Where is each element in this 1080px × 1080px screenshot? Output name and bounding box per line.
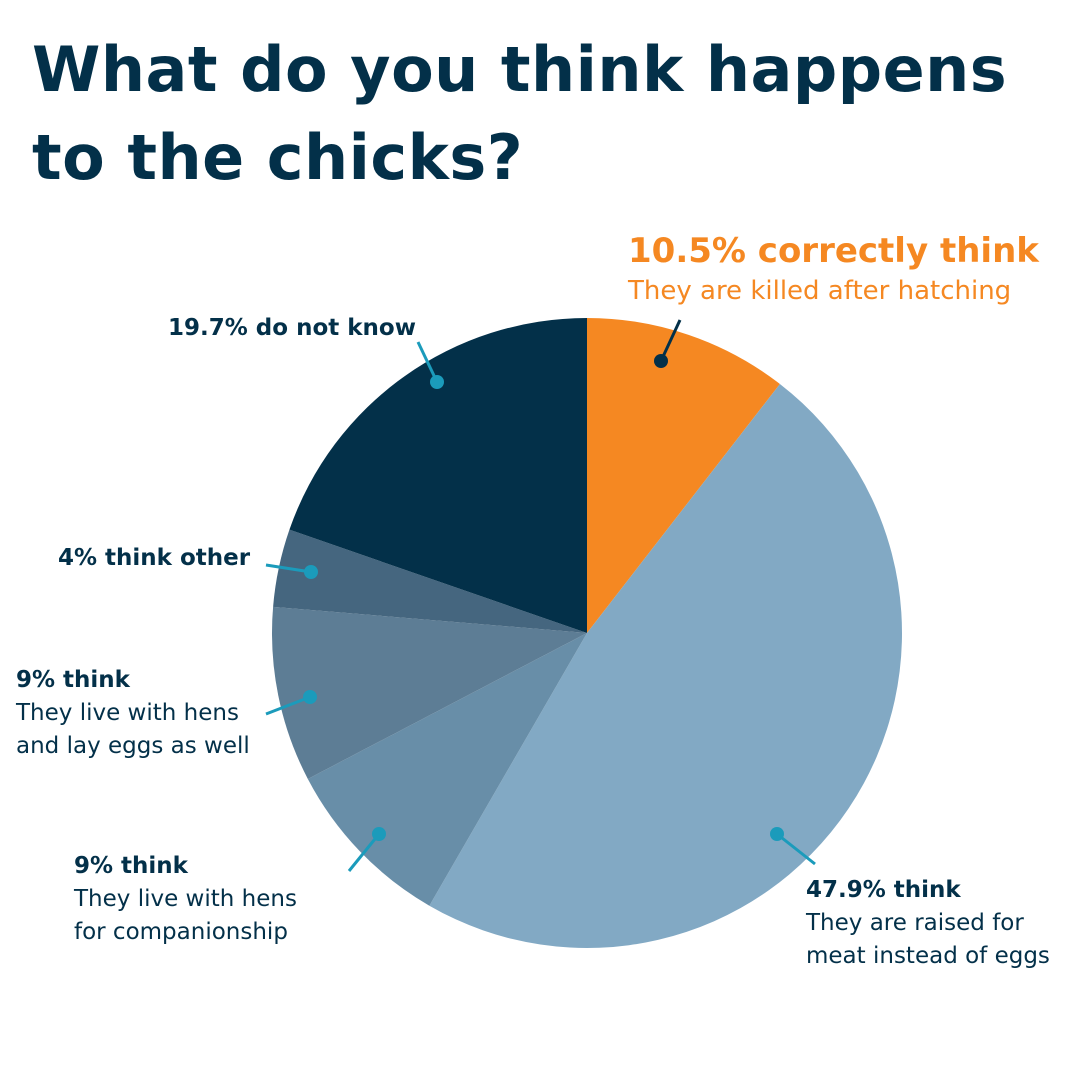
leader-line-raised-for-meat bbox=[776, 832, 816, 866]
slice-label-lay-eggs: 9% think They live with hens and lay eggs… bbox=[16, 664, 250, 763]
slice-label-description: They live with hens for companionship bbox=[74, 886, 297, 945]
slice-label-percent: 10.5% correctly think bbox=[628, 231, 1039, 271]
leader-dot-other bbox=[304, 565, 318, 579]
chart-title: What do you think happens to the chicks? bbox=[32, 33, 1008, 194]
pie-slice-other bbox=[273, 529, 587, 633]
slice-label-companionship: 9% think They live with hens for companio… bbox=[74, 850, 297, 949]
leader-lines bbox=[265, 319, 816, 872]
pie-slices bbox=[271, 318, 902, 948]
slice-label-percent: 47.9% think bbox=[806, 877, 961, 903]
leader-line-lay-eggs bbox=[265, 695, 311, 716]
slice-label-percent: 4% think other bbox=[58, 545, 251, 571]
leader-dot-raised-for-meat bbox=[770, 827, 784, 841]
leader-dot-killed-after-hatching bbox=[654, 354, 668, 368]
slice-label-description: They are killed after hatching bbox=[628, 276, 1012, 306]
pie-slice-lay-eggs bbox=[271, 606, 587, 779]
slice-label-do-not-know: 19.7% do not know bbox=[168, 312, 416, 345]
pie-slice-do-not-know bbox=[289, 318, 587, 633]
slice-label-raised-for-meat: 47.9% think They are raised for meat inst… bbox=[806, 874, 1050, 973]
leader-line-companionship bbox=[347, 833, 381, 872]
pie-slice-killed-after-hatching bbox=[587, 318, 780, 633]
leader-dot-do-not-know bbox=[430, 375, 444, 389]
slice-label-other: 4% think other bbox=[58, 542, 250, 575]
leader-line-other bbox=[265, 563, 312, 574]
leader-dot-lay-eggs bbox=[303, 690, 317, 704]
slice-label-description: They are raised for meat instead of eggs bbox=[806, 910, 1050, 969]
slice-label-description: They live with hens and lay eggs as well bbox=[16, 700, 250, 759]
slice-label-killed-after-hatching: 10.5% correctly think They are killed af… bbox=[628, 228, 1039, 308]
slice-label-percent: 9% think bbox=[16, 667, 130, 693]
leader-line-do-not-know bbox=[416, 341, 439, 383]
leader-line-killed-after-hatching bbox=[659, 319, 682, 362]
leader-dot-companionship bbox=[372, 827, 386, 841]
slice-label-percent: 19.7% do not know bbox=[168, 315, 416, 341]
slice-label-percent: 9% think bbox=[74, 853, 188, 879]
pie-slice-raised-for-meat bbox=[429, 383, 902, 948]
